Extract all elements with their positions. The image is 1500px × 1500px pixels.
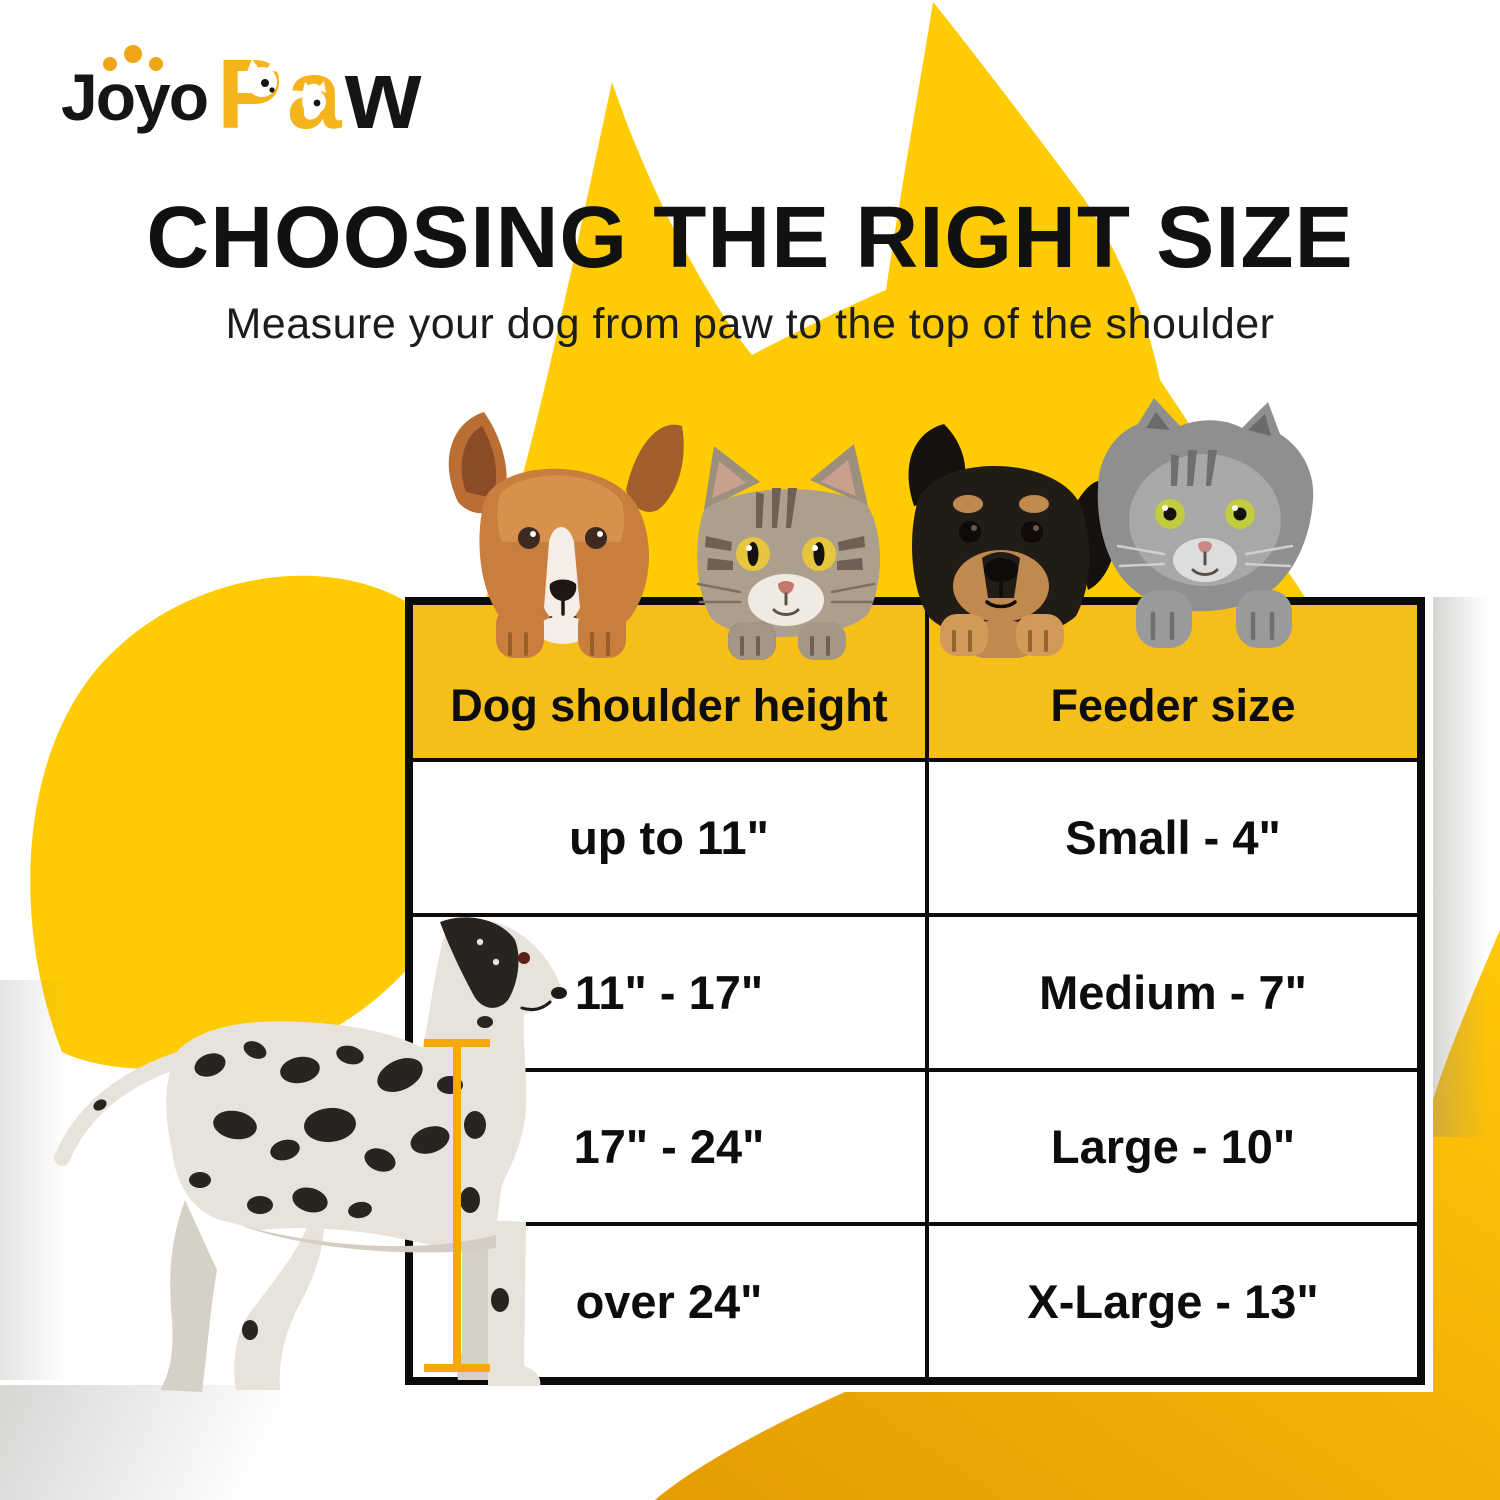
dog-height-value: 17" - 24" <box>413 1071 930 1223</box>
cat-paws <box>728 622 846 660</box>
gray-cat-photo <box>1097 398 1314 648</box>
dog-face-icon <box>247 58 279 97</box>
column-header-feeder-size: Feeder size <box>1050 680 1296 731</box>
dog-paws <box>496 606 626 658</box>
bottom-corner-shape <box>655 930 1500 1500</box>
page-title: CHOOSING THE RIGHT SIZE <box>146 189 1354 286</box>
size-table: Dog shoulder height Feeder size up to 11… <box>405 597 1425 1385</box>
page-subtitle: Measure your dog from paw to the top of … <box>225 300 1275 348</box>
table-row: up to 11" Small - 4" <box>413 762 1417 917</box>
feeder-size-value: X-Large - 13" <box>1027 1275 1319 1329</box>
feeder-size-value: Large - 10" <box>1050 1120 1296 1174</box>
joyopaw-logo: Joyo P a w <box>61 39 422 147</box>
shoulder-height-measure-line <box>424 1039 490 1372</box>
puppy-paws <box>940 614 1064 656</box>
table-right-shadow <box>1433 597 1499 1137</box>
feeder-size-value: Small - 4" <box>1065 810 1281 864</box>
table-bottom-shadow <box>0 1385 430 1500</box>
paw-toe-dots-icon <box>103 45 163 71</box>
brown-dog-photo <box>448 412 684 658</box>
feeder-size-value: Medium - 7" <box>1039 965 1307 1019</box>
tabby-cat-photo <box>696 444 880 660</box>
dog-height-value: 11" - 17" <box>413 916 930 1068</box>
dalmatian-dog-illustration <box>54 917 567 1392</box>
logo-letter-p: P <box>217 39 282 147</box>
dalmatian-spots <box>93 1016 509 1340</box>
cat-paws <box>1136 590 1292 648</box>
cat-face-icon <box>302 81 326 114</box>
left-edge-shadow <box>0 980 80 1380</box>
column-header-dog-shoulder-height: Dog shoulder height <box>413 605 930 758</box>
paw-pad-shape <box>30 575 484 1070</box>
logo-word-joyo: Joyo <box>61 60 207 134</box>
dog-height-value: over 24" <box>413 1226 930 1377</box>
table-row: over 24" X-Large - 13" <box>413 1226 1417 1377</box>
dog-height-value: up to 11" <box>413 762 930 913</box>
table-row: 11" - 17" Medium - 7" <box>413 916 1417 1072</box>
black-tan-puppy-photo <box>908 424 1119 658</box>
table-row: 17" - 24" Large - 10" <box>413 1071 1417 1227</box>
logo-letter-w: w <box>344 39 422 147</box>
